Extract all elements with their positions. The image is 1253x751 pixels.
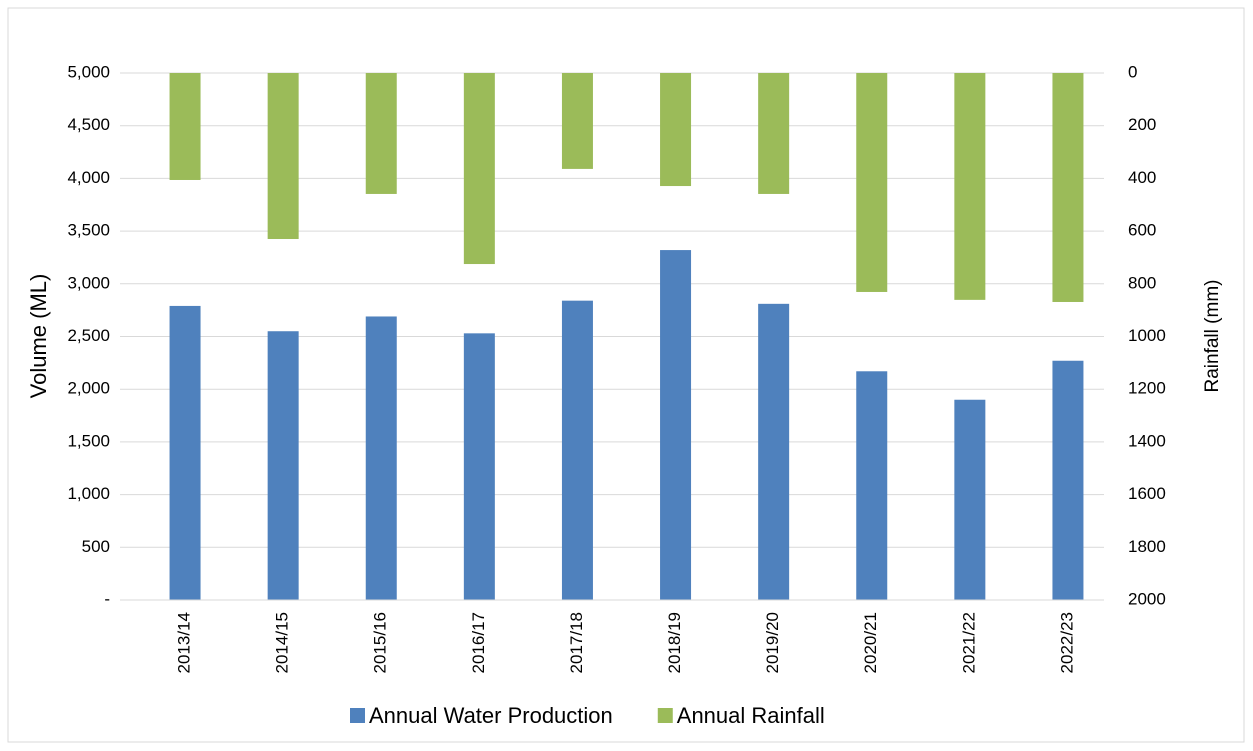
bar — [463, 73, 495, 265]
bar — [1052, 73, 1084, 302]
legend-swatch — [350, 708, 365, 723]
y2-tick-label: 600 — [1128, 221, 1156, 240]
y-axis-title: Volume (ML) — [26, 274, 51, 399]
y-tick-label: 3,500 — [67, 221, 110, 240]
bar — [169, 305, 201, 600]
y2-axis-title: Rainfall (mm) — [1202, 280, 1223, 393]
y2-tick-label: 1800 — [1128, 537, 1166, 556]
x-tick-label: 2017/18 — [567, 612, 586, 673]
y2-tick-label: 1600 — [1128, 484, 1166, 503]
y-tick-label: 500 — [82, 537, 110, 556]
bar — [365, 73, 397, 194]
y-tick-label: 2,000 — [67, 379, 110, 398]
bar — [365, 316, 397, 600]
y2-tick-label: 1400 — [1128, 431, 1166, 450]
y-tick-label: 4,000 — [67, 168, 110, 187]
x-tick-label: 2016/17 — [469, 612, 488, 673]
y2-tick-label: 2000 — [1128, 589, 1166, 608]
y-tick-label: 2,500 — [67, 326, 110, 345]
x-tick-label: 2022/23 — [1057, 612, 1076, 673]
y2-tick-label: 1200 — [1128, 379, 1166, 398]
legend-swatch — [657, 708, 673, 723]
legend-label: Annual Water Production — [369, 703, 613, 728]
x-tick-label: 2019/20 — [763, 612, 782, 673]
x-tick-label: 2021/22 — [959, 612, 978, 673]
bar — [267, 331, 299, 600]
y-tick-label: 5,000 — [67, 62, 110, 81]
y-tick-label: 4,500 — [67, 115, 110, 134]
y2-tick-label: 1000 — [1128, 326, 1166, 345]
bar — [660, 73, 692, 187]
y-tick-label: 1,000 — [67, 484, 110, 503]
bar — [856, 73, 888, 292]
y2-tick-label: 800 — [1128, 273, 1156, 292]
bar — [758, 303, 790, 600]
legend-label: Annual Rainfall — [677, 703, 825, 728]
bar — [267, 73, 299, 240]
x-tick-label: 2018/19 — [665, 612, 684, 673]
bar — [463, 333, 495, 600]
x-tick-label: 2020/21 — [861, 612, 880, 673]
chart-border — [7, 7, 1245, 743]
bar — [561, 73, 593, 169]
y-tick-label: 1,500 — [67, 431, 110, 450]
x-tick-label: 2014/15 — [273, 612, 292, 673]
y2-tick-label: 200 — [1128, 115, 1156, 134]
x-tick-label: 2015/16 — [371, 612, 390, 673]
y-tick-label: - — [104, 589, 110, 608]
x-tick-label: 2013/14 — [175, 612, 194, 673]
bar — [1052, 360, 1084, 600]
y-tick-label: 3,000 — [67, 273, 110, 292]
bar — [561, 300, 593, 600]
y2-tick-label: 0 — [1128, 62, 1137, 81]
bar — [954, 399, 986, 600]
bar — [660, 250, 692, 600]
bar — [169, 73, 201, 180]
bar — [856, 371, 888, 600]
y2-tick-label: 400 — [1128, 168, 1156, 187]
bar — [758, 73, 790, 194]
bar — [954, 73, 986, 300]
